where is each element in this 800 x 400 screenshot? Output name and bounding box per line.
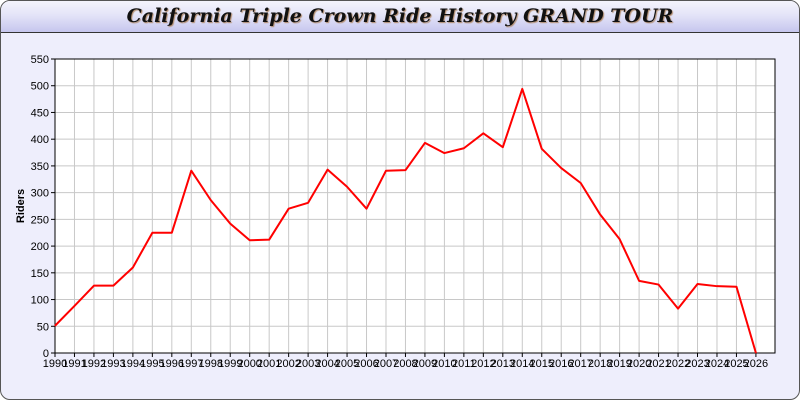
data-point — [249, 239, 251, 241]
data-point — [443, 152, 445, 154]
data-point — [327, 169, 329, 171]
data-point — [541, 148, 543, 150]
y-tick-label: 100 — [31, 295, 49, 307]
x-tick-label: 2025 — [724, 358, 748, 370]
data-point — [93, 285, 95, 287]
x-tick-label: 1995 — [140, 358, 164, 370]
x-tick-label: 2000 — [237, 358, 261, 370]
data-point — [132, 266, 134, 268]
x-tick-label: 2013 — [491, 358, 515, 370]
data-point — [229, 223, 231, 225]
y-axis-label: Riders — [15, 189, 27, 223]
data-point — [346, 186, 348, 188]
x-tick-label: 2011 — [452, 358, 476, 370]
x-tick-label: 1998 — [199, 358, 223, 370]
data-point — [677, 308, 679, 310]
x-tick-label: 2014 — [510, 358, 534, 370]
data-point — [210, 199, 212, 201]
data-point — [385, 170, 387, 172]
x-tick-label: 1996 — [160, 358, 184, 370]
x-tick-label: 1993 — [101, 358, 125, 370]
x-tick-label: 2008 — [393, 358, 417, 370]
y-tick-label: 150 — [31, 268, 49, 280]
data-point — [735, 286, 737, 288]
x-tick-label: 2018 — [588, 358, 612, 370]
data-point — [560, 167, 562, 169]
x-tick-label: 1999 — [218, 358, 242, 370]
x-tick-label: 2024 — [705, 358, 729, 370]
data-point — [697, 283, 699, 285]
grid — [54, 58, 776, 354]
x-tick-label: 1990 — [43, 358, 67, 370]
data-point — [638, 280, 640, 282]
data-point — [502, 146, 504, 148]
data-point — [112, 285, 114, 287]
series — [54, 87, 757, 354]
x-tick-label: 2003 — [296, 358, 320, 370]
data-point — [151, 232, 153, 234]
x-tick-label: 2001 — [257, 358, 281, 370]
x-tick-label: 2010 — [432, 358, 456, 370]
data-point — [580, 182, 582, 184]
x-tick-label: 2016 — [549, 358, 573, 370]
data-point — [755, 352, 757, 354]
data-point — [366, 208, 368, 210]
data-point — [268, 239, 270, 241]
x-tick-label: 2017 — [568, 358, 592, 370]
y-tick-label: 250 — [31, 214, 49, 226]
plot-area — [55, 59, 775, 353]
x-tick-label: 2006 — [354, 358, 378, 370]
y-tick-label: 500 — [31, 81, 49, 93]
data-point — [171, 232, 173, 234]
x-tick-label: 1992 — [82, 358, 106, 370]
x-tick-label: 2015 — [530, 358, 554, 370]
y-tick-label: 450 — [31, 107, 49, 119]
data-point — [424, 142, 426, 144]
x-tick-label: 2007 — [374, 358, 398, 370]
y-tick-label: 0 — [43, 348, 49, 360]
x-tick-label: 1991 — [62, 358, 86, 370]
x-tick-label: 2004 — [315, 358, 339, 370]
data-point — [716, 285, 718, 287]
data-point — [404, 169, 406, 171]
y-tick-label: 300 — [31, 188, 49, 200]
x-tick-label: 2002 — [276, 358, 300, 370]
data-point — [599, 214, 601, 216]
data-point — [658, 284, 660, 286]
y-tick-label: 350 — [31, 161, 49, 173]
y-tick-label: 550 — [31, 54, 49, 66]
plot-border — [54, 58, 776, 354]
data-point — [463, 147, 465, 149]
data-point — [73, 305, 75, 307]
data-point — [521, 88, 523, 90]
x-tick-label: 2023 — [685, 358, 709, 370]
x-tick-label: 1994 — [121, 358, 145, 370]
x-tick-label: 1997 — [179, 358, 203, 370]
data-point — [482, 132, 484, 134]
data-point — [54, 325, 56, 327]
x-tick-label: 2005 — [335, 358, 359, 370]
x-tick-label: 2019 — [607, 358, 631, 370]
data-point — [190, 170, 192, 172]
x-tick-label: 2020 — [627, 358, 651, 370]
chart-title: California Triple Crown Ride History GRA… — [126, 5, 674, 27]
y-tick-label: 400 — [31, 134, 49, 146]
data-point — [619, 238, 621, 240]
data-point — [288, 208, 290, 210]
y-tick-label: 200 — [31, 241, 49, 253]
data-point — [307, 202, 309, 204]
x-tick-label: 2012 — [471, 358, 495, 370]
title-bar: California Triple Crown Ride History GRA… — [1, 1, 799, 33]
x-tick-label: 2009 — [413, 358, 437, 370]
x-axis: 1990199119921993199419951996199719981999… — [43, 353, 768, 370]
x-tick-label: 2022 — [666, 358, 690, 370]
y-tick-label: 50 — [37, 321, 49, 333]
x-tick-label: 2026 — [744, 358, 768, 370]
x-tick-label: 2021 — [646, 358, 670, 370]
y-axis: 0 50 100 150 200 250 300 350 400 450 500 550 — [31, 54, 55, 360]
